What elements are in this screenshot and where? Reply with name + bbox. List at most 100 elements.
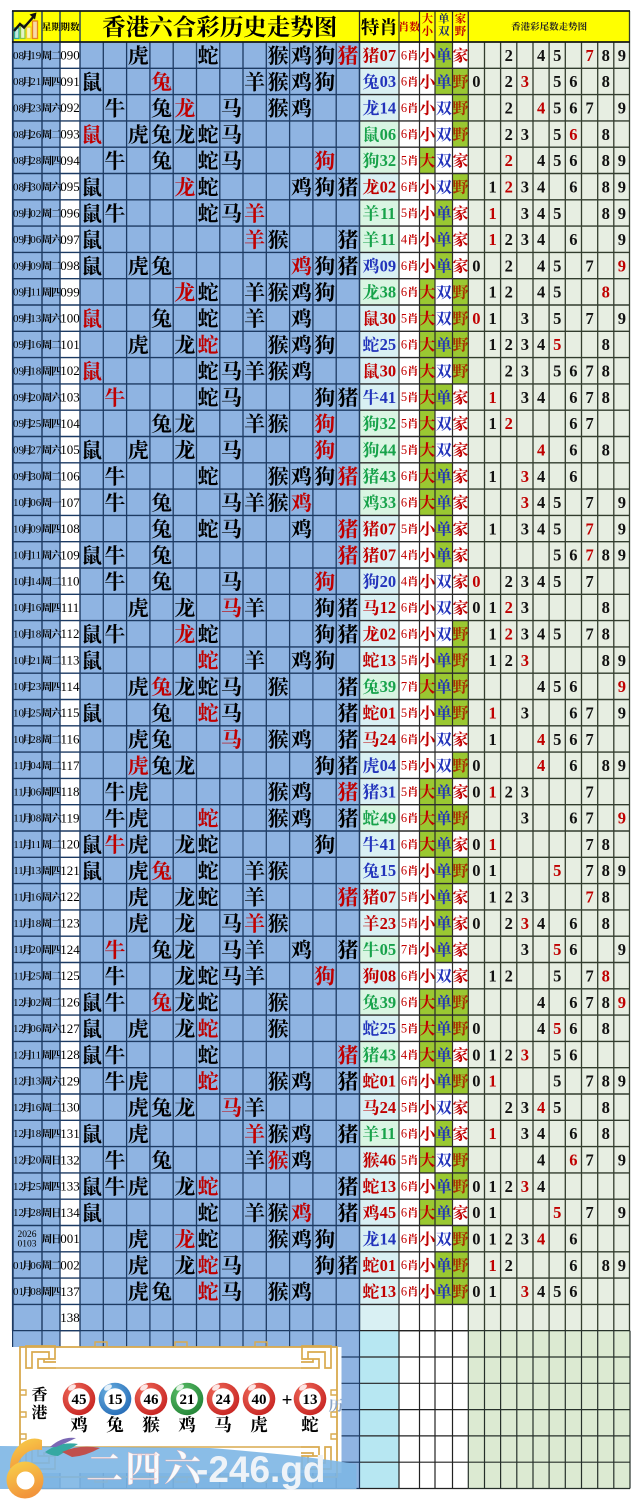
svg-text:28: 28: [30, 1207, 42, 1219]
svg-text:5: 5: [553, 861, 561, 880]
svg-text:30: 30: [30, 471, 42, 483]
svg-text:2: 2: [505, 414, 513, 433]
svg-text:5: 5: [401, 311, 407, 325]
svg-text:101: 101: [60, 337, 80, 352]
svg-text:10: 10: [13, 602, 25, 614]
svg-text:3: 3: [521, 335, 529, 354]
svg-text:6: 6: [569, 1019, 577, 1038]
svg-text:4: 4: [537, 283, 545, 302]
svg-text:4: 4: [537, 1282, 545, 1301]
svg-text:12: 12: [13, 1181, 24, 1193]
svg-text:06: 06: [30, 786, 42, 798]
svg-text:8: 8: [602, 388, 610, 407]
svg-text:6: 6: [569, 1124, 577, 1143]
svg-text:126: 126: [60, 995, 80, 1010]
svg-text:6: 6: [569, 809, 577, 828]
svg-text:09: 09: [13, 287, 25, 299]
svg-text:9: 9: [618, 1072, 626, 1091]
svg-text:4: 4: [537, 993, 545, 1012]
svg-text:0: 0: [472, 1072, 480, 1091]
svg-text:7: 7: [585, 1072, 593, 1091]
svg-text:5: 5: [553, 256, 561, 275]
svg-text:18: 18: [30, 1128, 42, 1140]
svg-text:11: 11: [13, 918, 24, 930]
svg-text:9: 9: [618, 493, 626, 512]
svg-text:6: 6: [401, 48, 407, 62]
svg-text:16: 16: [30, 339, 42, 351]
svg-text:09: 09: [30, 523, 42, 535]
svg-text:7: 7: [585, 414, 593, 433]
svg-text:5: 5: [553, 1019, 561, 1038]
svg-text:7: 7: [585, 46, 593, 65]
svg-text:091: 091: [60, 74, 80, 89]
svg-text:11: 11: [380, 230, 396, 249]
svg-text:2: 2: [505, 888, 513, 907]
svg-text:3: 3: [521, 1124, 529, 1143]
svg-text:6: 6: [401, 75, 407, 89]
svg-text:9: 9: [618, 519, 626, 538]
svg-text:10: 10: [13, 523, 25, 535]
svg-text:5: 5: [401, 390, 407, 404]
svg-text:1: 1: [488, 1124, 496, 1143]
svg-text:6: 6: [569, 914, 577, 933]
svg-text:9: 9: [618, 1203, 626, 1222]
svg-text:12: 12: [380, 598, 397, 617]
svg-text:1: 1: [488, 966, 496, 985]
svg-text:5: 5: [553, 1098, 561, 1117]
svg-text:2: 2: [505, 72, 513, 91]
svg-text:1: 1: [488, 467, 496, 486]
svg-text:08: 08: [380, 966, 397, 985]
svg-text:07: 07: [380, 888, 397, 907]
svg-text:11: 11: [380, 204, 396, 223]
svg-text:4: 4: [537, 99, 545, 118]
svg-text:03: 03: [380, 72, 397, 91]
svg-text:8: 8: [602, 178, 610, 197]
svg-text:8: 8: [602, 46, 610, 65]
svg-text:25: 25: [30, 970, 42, 982]
svg-text:5: 5: [553, 1045, 561, 1064]
svg-text:0: 0: [472, 598, 480, 617]
svg-text:20: 20: [30, 392, 42, 404]
svg-text:21: 21: [30, 76, 41, 88]
svg-text:8: 8: [602, 440, 610, 459]
svg-text:20: 20: [30, 944, 42, 956]
svg-text:1: 1: [488, 230, 496, 249]
svg-text:0: 0: [472, 256, 480, 275]
svg-text:4: 4: [537, 388, 545, 407]
svg-text:26: 26: [30, 129, 42, 141]
svg-text:1: 1: [488, 388, 496, 407]
svg-text:11: 11: [13, 944, 24, 956]
svg-text:7: 7: [585, 572, 593, 591]
svg-text:2: 2: [505, 598, 513, 617]
svg-text:02: 02: [380, 178, 397, 197]
svg-text:120: 120: [60, 837, 80, 852]
svg-text:2: 2: [505, 651, 513, 670]
svg-text:4: 4: [537, 677, 545, 696]
svg-text:43: 43: [380, 467, 397, 486]
svg-text:12: 12: [13, 1102, 24, 1114]
svg-text:46: 46: [380, 1151, 397, 1170]
svg-text:4: 4: [537, 151, 545, 170]
svg-text:7: 7: [585, 835, 593, 854]
svg-text:5: 5: [401, 443, 407, 457]
svg-text:30: 30: [30, 182, 42, 194]
svg-text:1: 1: [488, 1072, 496, 1091]
svg-text:8: 8: [602, 993, 610, 1012]
svg-text:6: 6: [401, 495, 407, 509]
svg-text:5: 5: [553, 519, 561, 538]
svg-text:8: 8: [602, 1019, 610, 1038]
svg-text:099: 099: [60, 284, 80, 299]
svg-text:3: 3: [521, 125, 529, 144]
svg-text:4: 4: [537, 730, 545, 749]
svg-text:6: 6: [401, 837, 407, 851]
svg-text:14: 14: [30, 576, 42, 588]
svg-text:106: 106: [60, 468, 80, 483]
svg-text:06: 06: [30, 497, 42, 509]
svg-text:122: 122: [60, 889, 80, 904]
svg-text:3: 3: [521, 72, 529, 91]
svg-text:4: 4: [537, 440, 545, 459]
svg-text:16: 16: [30, 1102, 42, 1114]
svg-text:5: 5: [553, 125, 561, 144]
svg-text:7: 7: [585, 309, 593, 328]
svg-text:8: 8: [602, 598, 610, 617]
